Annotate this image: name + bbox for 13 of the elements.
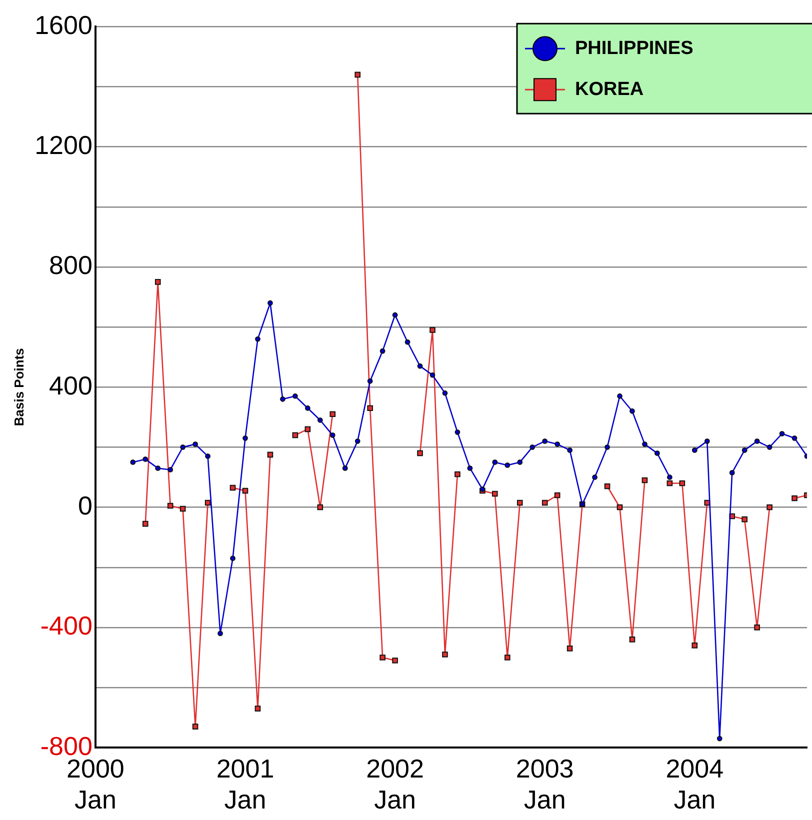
- x-tick-label: 2001 Jan: [216, 753, 274, 815]
- x-tick-label: 2003 Jan: [516, 753, 574, 815]
- y-axis-title: Basis Points: [11, 348, 26, 426]
- y-tick-label: 400: [49, 370, 92, 400]
- y-tick-label: 800: [49, 250, 92, 280]
- x-tick-label: 2004 Jan: [666, 753, 724, 815]
- legend-label: PHILIPPINES: [575, 38, 694, 59]
- legend-label: KOREA: [575, 78, 644, 100]
- y-tick-label: 1200: [34, 130, 92, 160]
- y-tick-label: 0: [78, 490, 92, 520]
- y-tick-label: 1600: [34, 10, 92, 40]
- y-tick-label: -400: [40, 610, 92, 641]
- x-tick-label: 2002 Jan: [366, 753, 424, 815]
